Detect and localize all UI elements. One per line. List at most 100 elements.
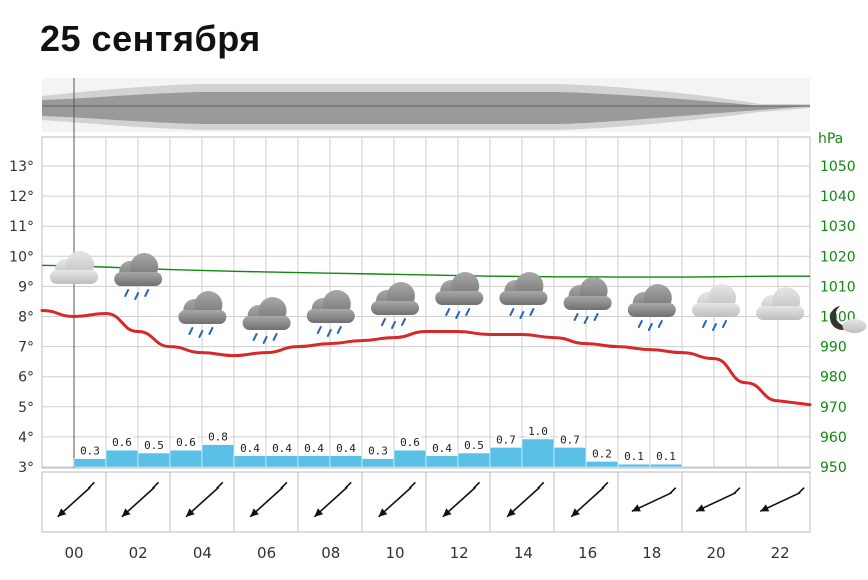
precipitation-bar <box>201 444 235 468</box>
rain-cloud-icon <box>178 291 227 338</box>
temperature-tick-label: 3° <box>18 460 34 476</box>
pressure-tick-label: 1010 <box>820 279 856 295</box>
precipitation-bar <box>233 455 267 468</box>
wind-arrow-icon <box>313 481 352 518</box>
wind-arrow-icon <box>631 487 677 513</box>
rain-cloud-icon <box>627 284 676 331</box>
hour-tick-label: 18 <box>642 544 661 562</box>
wind-arrow-icon <box>759 487 805 513</box>
precipitation-label: 0.2 <box>592 447 612 460</box>
temperature-tick-label: 4° <box>18 430 34 446</box>
precipitation-bar <box>617 463 651 468</box>
precipitation-label: 0.1 <box>656 450 676 463</box>
precipitation-bar <box>489 447 523 468</box>
precipitation-label: 0.1 <box>624 450 644 463</box>
precipitation-label: 0.5 <box>464 439 484 452</box>
rain-cloud-icon <box>242 297 291 344</box>
temperature-tick-label: 11° <box>9 219 34 235</box>
pressure-tick-label: 970 <box>820 400 847 416</box>
cloud-icon <box>50 251 98 284</box>
hour-tick-label: 14 <box>514 544 533 562</box>
precipitation-label: 0.4 <box>240 442 260 455</box>
precipitation-label: 0.7 <box>560 433 580 446</box>
wind-arrow-icon <box>378 481 416 518</box>
hour-tick-label: 10 <box>385 544 404 562</box>
temperature-axis: 3° 4° 5° 6° 7° 8° 9° 10° 11° 12° 13° <box>9 159 34 476</box>
pressure-tick-label: 1040 <box>820 189 856 205</box>
rain-cloud-icon <box>371 282 419 329</box>
precipitation-bar <box>457 452 491 468</box>
precipitation-label: 0.4 <box>336 442 356 455</box>
temperature-tick-label: 13° <box>9 159 34 175</box>
pressure-tick-label: 1020 <box>820 249 856 265</box>
precipitation-bar <box>585 461 619 468</box>
hour-axis: 00 02 04 06 08 10 12 14 16 18 20 22 <box>64 544 789 562</box>
moon-cloud-icon <box>830 306 867 333</box>
pressure-series <box>41 264 810 278</box>
precipitation-label: 0.5 <box>144 439 164 452</box>
wind-arrow-icon <box>570 481 609 518</box>
precipitation-bar <box>297 455 331 468</box>
precipitation-bar <box>265 455 299 468</box>
wind-row <box>57 481 805 518</box>
temperature-series <box>40 308 812 407</box>
wind-arrow-icon <box>121 481 160 518</box>
precipitation-bar <box>169 449 203 468</box>
rain-cloud-icon <box>692 284 740 331</box>
hour-tick-label: 22 <box>771 544 790 562</box>
hour-tick-label: 00 <box>64 544 83 562</box>
rain-cloud-icon <box>563 277 612 324</box>
temperature-tick-label: 6° <box>18 370 34 386</box>
hour-tick-label: 04 <box>193 544 212 562</box>
rain-cloud-icon <box>306 290 355 337</box>
pressure-tick-label: 960 <box>820 430 847 446</box>
precipitation-bar <box>393 449 427 468</box>
pressure-line <box>41 264 810 278</box>
hour-tick-label: 02 <box>129 544 148 562</box>
precipitation-label: 0.6 <box>400 436 420 449</box>
precipitation-bar <box>649 463 683 468</box>
pressure-tick-label: 1030 <box>820 219 856 235</box>
precipitation-label: 0.3 <box>368 445 388 458</box>
pressure-tick-label: 980 <box>820 370 847 386</box>
pressure-unit-label: hPa <box>818 131 843 147</box>
precipitation-bar <box>361 458 395 468</box>
temperature-tick-label: 9° <box>18 279 34 295</box>
temperature-line <box>40 308 812 407</box>
precipitation-bar <box>425 455 459 468</box>
temperature-tick-label: 10° <box>9 249 34 265</box>
cloud-cover-band <box>42 78 810 132</box>
precipitation-bar <box>553 447 587 468</box>
temperature-tick-label: 7° <box>18 340 34 356</box>
hour-tick-label: 08 <box>321 544 340 562</box>
page-title: 25 сентября <box>40 18 261 59</box>
pressure-tick-label: 990 <box>820 340 847 356</box>
wind-arrow-icon <box>506 481 545 518</box>
precipitation-bars: 0.3 0.6 0.5 0.6 0.8 0.4 0.4 0.4 0.4 0.3 0.6 0.4 0.5 0… <box>73 425 683 468</box>
precipitation-label: 0.8 <box>208 431 228 444</box>
precipitation-label: 0.4 <box>272 442 292 455</box>
precipitation-label: 0.4 <box>432 442 452 455</box>
precipitation-bar <box>521 438 555 468</box>
cloud-icon <box>756 287 805 320</box>
precipitation-bar <box>105 449 139 468</box>
hour-tick-label: 12 <box>450 544 469 562</box>
weather-icons <box>50 251 867 344</box>
temperature-tick-label: 12° <box>9 189 34 205</box>
rain-cloud-icon <box>114 253 163 300</box>
wind-arrow-icon <box>249 481 288 518</box>
hour-tick-label: 06 <box>257 544 276 562</box>
precipitation-label: 0.3 <box>80 445 100 458</box>
precipitation-label: 0.6 <box>176 436 196 449</box>
wind-arrow-icon <box>57 481 95 518</box>
hour-tick-label: 20 <box>706 544 725 562</box>
precipitation-label: 0.7 <box>496 433 516 446</box>
precipitation-label: 0.4 <box>304 442 324 455</box>
precipitation-label: 1.0 <box>528 425 548 438</box>
rain-cloud-icon <box>499 272 548 319</box>
wind-arrow-icon <box>695 487 741 513</box>
wind-arrow-icon <box>185 481 224 518</box>
pressure-tick-label: 1050 <box>820 159 856 175</box>
